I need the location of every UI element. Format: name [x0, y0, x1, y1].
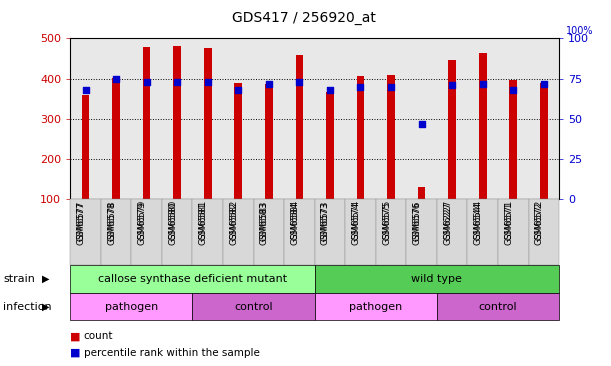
Text: callose synthase deficient mutant: callose synthase deficient mutant: [98, 274, 287, 284]
Bar: [112, 78, 120, 199]
Text: GSM6583: GSM6583: [260, 200, 269, 240]
Text: GSM6578: GSM6578: [107, 201, 116, 245]
Point: [81, 87, 90, 93]
Text: ▶: ▶: [42, 274, 49, 284]
Text: GSM6580: GSM6580: [168, 201, 177, 245]
Text: GSM6571: GSM6571: [504, 201, 513, 245]
Text: GSM6579: GSM6579: [137, 201, 147, 245]
Text: control: control: [478, 302, 518, 311]
Text: GSM6573: GSM6573: [321, 201, 330, 245]
Text: GSM6575: GSM6575: [382, 201, 391, 245]
Text: GSM6544: GSM6544: [474, 201, 483, 244]
Text: GSM6581: GSM6581: [199, 201, 208, 245]
Bar: [174, 46, 181, 199]
Text: GSM6572: GSM6572: [535, 200, 544, 240]
Bar: [143, 47, 150, 199]
Text: GSM6576: GSM6576: [412, 201, 422, 245]
Point: [478, 81, 488, 86]
Bar: [448, 60, 456, 199]
Point: [539, 81, 549, 86]
Text: GSM6582: GSM6582: [229, 201, 238, 245]
Text: GSM6583: GSM6583: [260, 201, 269, 245]
Point: [417, 121, 426, 127]
Bar: [418, 187, 425, 199]
Point: [172, 79, 182, 85]
Point: [233, 87, 243, 93]
Text: GSM6571: GSM6571: [504, 200, 513, 240]
Text: GSM6227: GSM6227: [443, 200, 452, 240]
Point: [508, 87, 518, 93]
Bar: [479, 52, 486, 199]
Bar: [235, 83, 242, 199]
Text: ■: ■: [70, 331, 81, 341]
Text: GSM6576: GSM6576: [412, 200, 422, 240]
Point: [447, 82, 457, 88]
Text: GSM6584: GSM6584: [290, 201, 299, 245]
Text: 100%: 100%: [566, 26, 593, 36]
Text: GSM6544: GSM6544: [474, 200, 483, 240]
Text: strain: strain: [3, 274, 35, 284]
Text: GSM6574: GSM6574: [351, 201, 360, 245]
Text: wild type: wild type: [411, 274, 463, 284]
Text: pathogen: pathogen: [104, 302, 158, 311]
Text: GSM6575: GSM6575: [382, 200, 391, 240]
Bar: [204, 48, 211, 199]
Text: GSM6580: GSM6580: [168, 200, 177, 240]
Text: GSM6577: GSM6577: [76, 201, 86, 245]
Point: [386, 84, 396, 90]
Text: ▶: ▶: [42, 302, 49, 311]
Bar: [387, 75, 395, 199]
Point: [142, 79, 152, 85]
Bar: [357, 76, 364, 199]
Text: count: count: [84, 331, 113, 341]
Text: GSM6227: GSM6227: [443, 201, 452, 244]
Point: [111, 76, 121, 82]
Text: GSM6579: GSM6579: [137, 200, 147, 240]
Text: pathogen: pathogen: [349, 302, 403, 311]
Bar: [82, 95, 89, 199]
Bar: [510, 80, 517, 199]
Text: GDS417 / 256920_at: GDS417 / 256920_at: [232, 11, 376, 25]
Text: GSM6582: GSM6582: [229, 200, 238, 240]
Bar: [265, 84, 273, 199]
Text: control: control: [234, 302, 273, 311]
Text: GSM6578: GSM6578: [107, 200, 116, 240]
Text: GSM6577: GSM6577: [76, 200, 86, 240]
Text: GSM6573: GSM6573: [321, 200, 330, 240]
Point: [264, 81, 274, 86]
Text: ■: ■: [70, 348, 81, 358]
Bar: [540, 83, 547, 199]
Text: GSM6572: GSM6572: [535, 201, 544, 245]
Point: [203, 79, 213, 85]
Bar: [296, 55, 303, 199]
Bar: [326, 92, 334, 199]
Text: GSM6581: GSM6581: [199, 200, 208, 240]
Text: percentile rank within the sample: percentile rank within the sample: [84, 348, 260, 358]
Text: GSM6574: GSM6574: [351, 200, 360, 240]
Point: [356, 84, 365, 90]
Text: GSM6584: GSM6584: [290, 200, 299, 240]
Text: infection: infection: [3, 302, 52, 311]
Point: [325, 87, 335, 93]
Point: [295, 79, 304, 85]
